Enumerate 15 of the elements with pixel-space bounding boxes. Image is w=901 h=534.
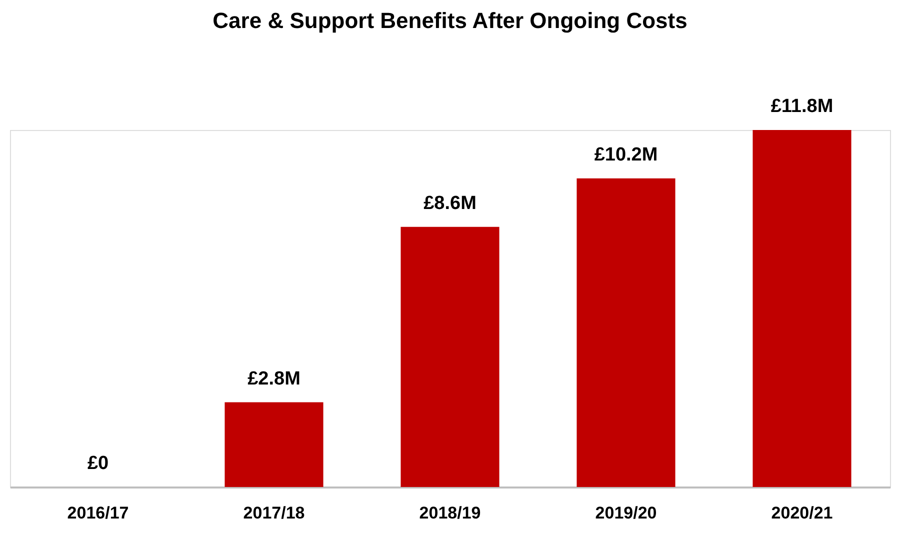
- bar: [400, 226, 500, 487]
- bar: [576, 178, 676, 487]
- chart-title: Care & Support Benefits After Ongoing Costs: [212, 8, 688, 33]
- data-label: £11.8M: [770, 96, 834, 117]
- x-tick-label: 2019/20: [595, 504, 657, 522]
- x-tick-label: 2017/18: [243, 504, 305, 522]
- x-tick-label: 2018/19: [419, 504, 481, 522]
- bar: [224, 402, 324, 487]
- data-label: £0: [87, 453, 109, 474]
- data-label: £2.8M: [248, 368, 300, 390]
- bar: [752, 130, 852, 487]
- x-tick-label: 2020/21: [771, 504, 833, 522]
- data-label: £10.2M: [594, 144, 658, 166]
- data-label: £8.6M: [424, 192, 476, 214]
- x-tick-label: 2016/17: [67, 504, 129, 522]
